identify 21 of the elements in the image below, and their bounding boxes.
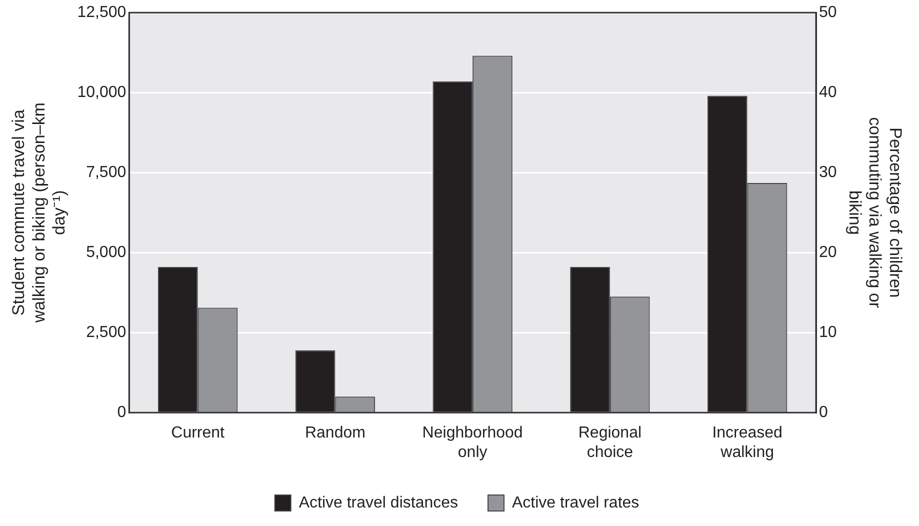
x-tick-label: Random [304,424,366,442]
y-tick-label: 7,500 [86,164,126,182]
y2-tick-label: 20 [819,244,837,262]
y-axis-title: Student commute travel via walking or biking (person–km day⁻¹) [8,102,69,324]
y2-tick-label: 30 [819,164,837,182]
y-tick-label: 0 [117,404,126,422]
x-tick-label: Current [171,424,226,442]
x-tick-label: Neighborhood only [422,424,523,461]
y-tick-label: 5,000 [86,244,126,262]
legend-label: Active travel distances [298,494,458,512]
legend-label: Active travel rates [512,494,640,512]
y-tick-label: 12,500 [77,4,126,22]
y2-tick-label: 10 [819,324,837,342]
y2-axis-title: Percentage of children commuting via walking or biking [845,117,906,308]
y-tick-label: 10,000 [77,84,126,102]
y2-tick-label: 50 [819,4,837,22]
y2-tick-label: 0 [819,404,828,422]
x-tick-label: Regional choice [578,424,642,461]
y-tick-label: 2,500 [86,324,126,342]
x-tick-label: Increased walking [712,424,782,461]
y2-tick-label: 40 [819,84,837,102]
